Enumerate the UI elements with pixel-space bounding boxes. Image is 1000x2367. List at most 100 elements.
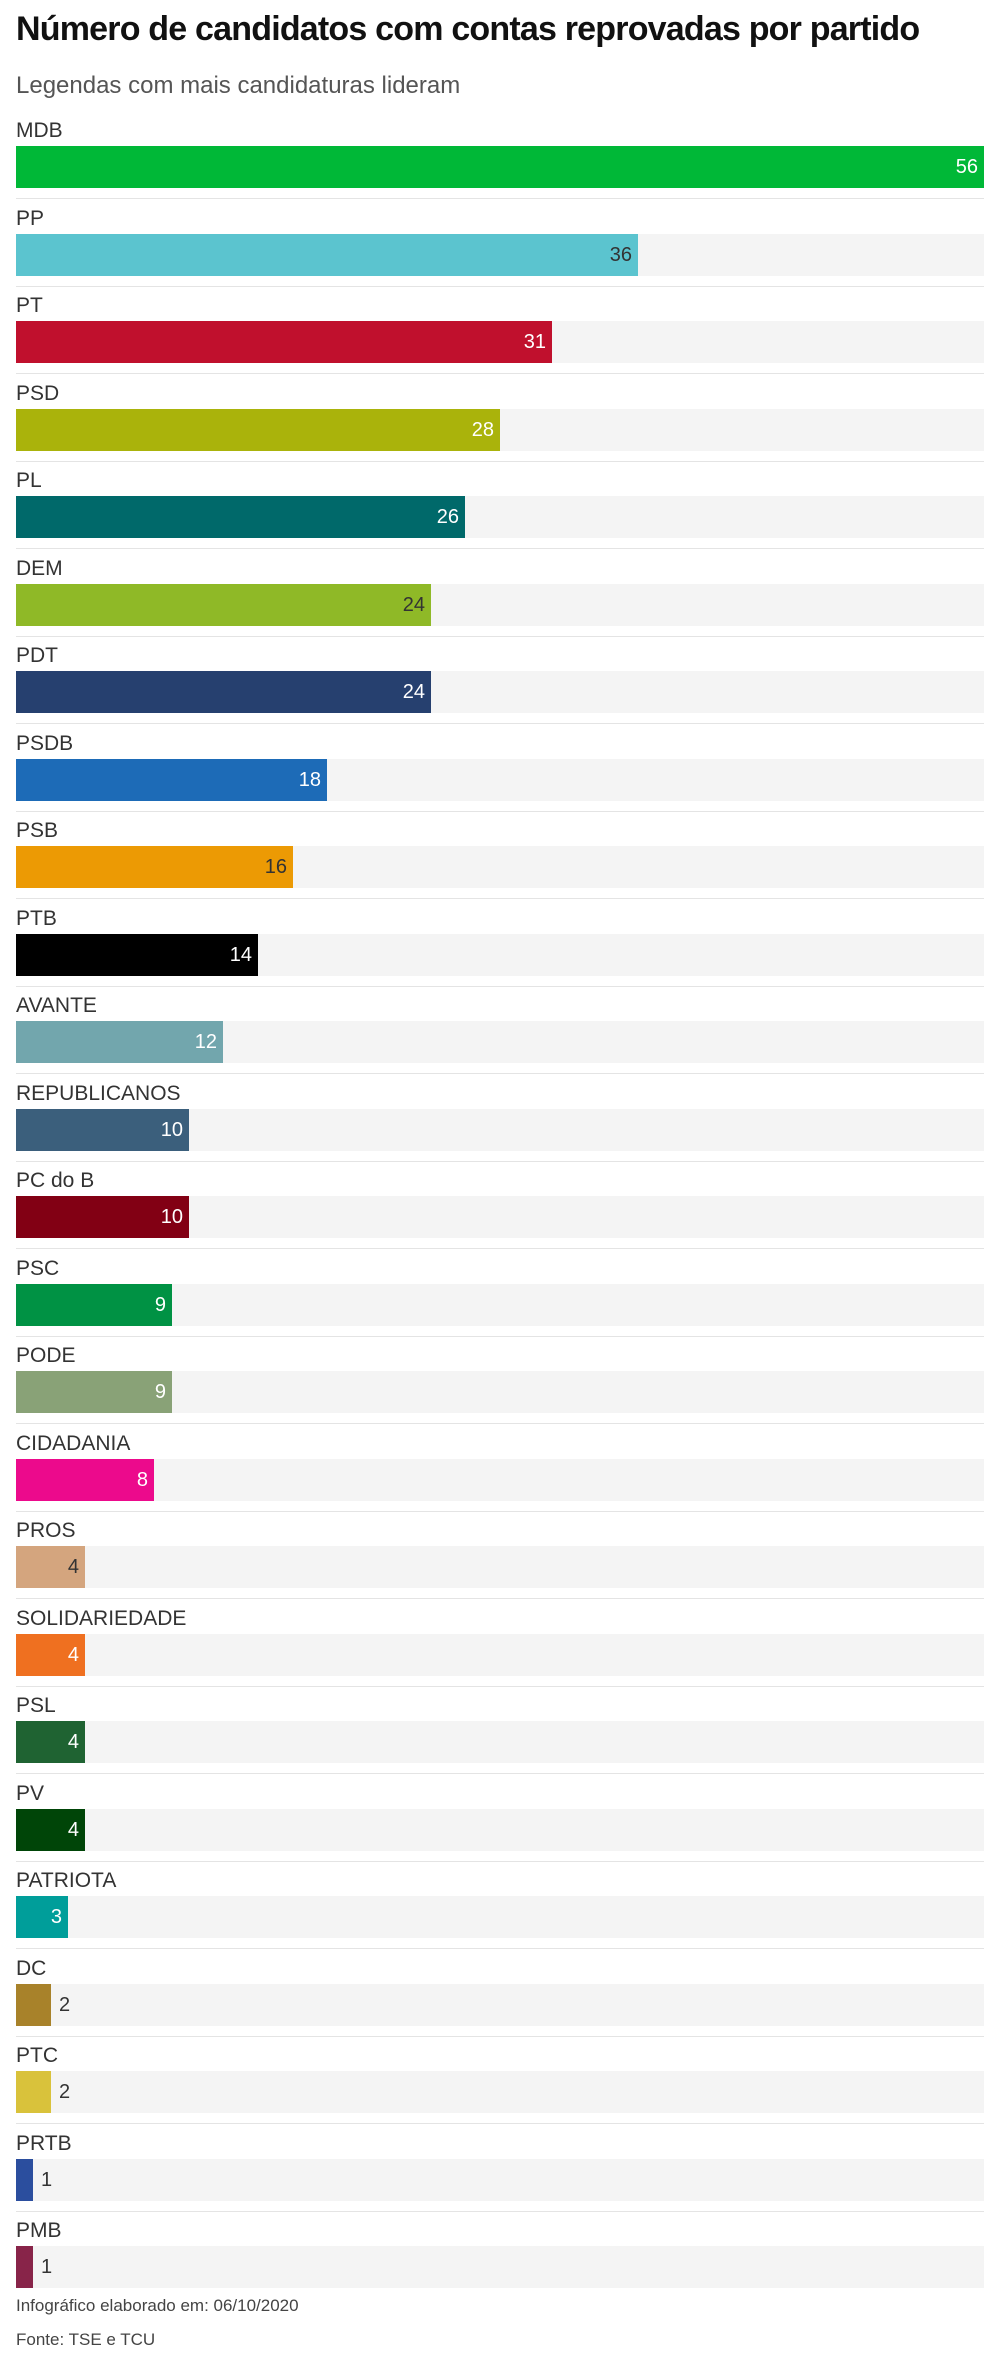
bar-row: PTB 14 bbox=[0, 904, 1000, 990]
row-divider bbox=[16, 1335, 984, 1337]
value-label: 31 bbox=[523, 331, 546, 353]
value-label: 4 bbox=[67, 1818, 79, 1841]
value-label: 4 bbox=[67, 1643, 79, 1666]
bar-row: PV 4 bbox=[0, 1779, 1000, 1865]
bar-track: 24 bbox=[16, 583, 984, 626]
bar-track: 3 bbox=[16, 1896, 984, 1938]
bar bbox=[16, 2158, 33, 2201]
row-divider bbox=[16, 898, 984, 899]
bar-chart: MDB 56 PP 36 PT 31 PSD 28 PL 26 DEM 24 PDT 24 PSDB 18 PS… bbox=[0, 119, 1000, 2288]
bar-row: DC 2 bbox=[0, 1954, 1000, 2040]
bar-row: PODE 9 bbox=[0, 1341, 1000, 1427]
bar-row: PT 31 bbox=[0, 291, 1000, 377]
bar-track: 4 bbox=[16, 1633, 984, 1676]
row-divider bbox=[16, 1685, 984, 1687]
bar bbox=[16, 2246, 33, 2288]
row-divider bbox=[16, 723, 984, 724]
bar-row: PTC 2 bbox=[0, 2041, 1000, 2127]
bar-row: AVANTE 12 bbox=[0, 991, 1000, 1077]
bar-row: PL 26 bbox=[0, 466, 1000, 552]
bar-row: PP 36 bbox=[0, 204, 1000, 290]
value-label: 24 bbox=[402, 681, 425, 703]
row-divider bbox=[16, 985, 984, 987]
category-label: SOLIDARIEDADE bbox=[16, 1606, 187, 1630]
row-divider bbox=[16, 1510, 984, 1512]
value-label: 9 bbox=[154, 1381, 166, 1403]
bar-track: 4 bbox=[16, 1808, 984, 1851]
value-label: 12 bbox=[194, 1031, 217, 1053]
chart-title: Número de candidatos com contas reprovad… bbox=[16, 10, 920, 48]
bar-track: 1 bbox=[16, 2246, 984, 2288]
category-label: PSC bbox=[16, 1256, 60, 1280]
value-label: 56 bbox=[955, 156, 978, 178]
bar-row: PDT 24 bbox=[0, 641, 1000, 727]
bar-row: PATRIOTA 3 bbox=[0, 1866, 1000, 1952]
value-label: 8 bbox=[136, 1468, 148, 1491]
value-label: 1 bbox=[41, 2256, 53, 2278]
value-label: 18 bbox=[298, 768, 321, 791]
row-divider bbox=[16, 1860, 984, 1862]
bar bbox=[16, 1371, 172, 1413]
bar bbox=[16, 233, 638, 276]
bar-track: 2 bbox=[16, 2071, 984, 2113]
row-divider bbox=[16, 2210, 984, 2212]
bar-track: 9 bbox=[16, 1371, 984, 1413]
bar-track: 36 bbox=[16, 233, 984, 276]
bar bbox=[16, 846, 293, 888]
category-label: PMB bbox=[16, 2219, 62, 2242]
category-label: PSD bbox=[16, 381, 60, 405]
bar-row: PSC 9 bbox=[0, 1254, 1000, 1340]
chart-subtitle: Legendas com mais candidaturas lideram bbox=[16, 72, 461, 99]
value-label: 28 bbox=[471, 418, 494, 441]
bar bbox=[16, 1896, 68, 1938]
bar-row: PSD 28 bbox=[0, 379, 1000, 465]
bar-row: PSL 4 bbox=[0, 1691, 1000, 1777]
bar bbox=[16, 1196, 189, 1238]
category-label: PV bbox=[16, 1781, 45, 1805]
bar bbox=[16, 496, 465, 538]
value-label: 10 bbox=[160, 1206, 183, 1228]
bar-row: CIDADANIA 8 bbox=[0, 1429, 1000, 1515]
value-label: 36 bbox=[609, 243, 632, 266]
value-label: 24 bbox=[402, 593, 425, 616]
bar-track: 4 bbox=[16, 1546, 984, 1588]
value-label: 2 bbox=[59, 1993, 71, 2016]
row-divider bbox=[16, 1160, 984, 1162]
category-label: PT bbox=[16, 294, 43, 317]
category-label: PSB bbox=[16, 819, 59, 842]
row-divider bbox=[16, 1423, 984, 1424]
bar-track: 2 bbox=[16, 1983, 984, 2026]
bar bbox=[16, 1633, 85, 1676]
category-label: REPUBLICANOS bbox=[16, 1081, 181, 1105]
category-label: CIDADANIA bbox=[16, 1431, 131, 1455]
bar-track: 4 bbox=[16, 1721, 984, 1763]
row-divider bbox=[16, 2123, 984, 2124]
category-label: MDB bbox=[16, 119, 63, 142]
value-label: 4 bbox=[67, 1731, 79, 1753]
value-label: 1 bbox=[41, 2168, 53, 2191]
bar bbox=[16, 321, 552, 363]
row-divider bbox=[16, 1598, 984, 1599]
category-label: DC bbox=[16, 1956, 47, 1980]
bar bbox=[16, 933, 258, 976]
bar-track: 24 bbox=[16, 671, 984, 713]
value-label: 16 bbox=[264, 856, 287, 878]
value-label: 9 bbox=[154, 1293, 166, 1316]
bar-track: 9 bbox=[16, 1283, 984, 1326]
category-label: PATRIOTA bbox=[16, 1869, 117, 1892]
category-label: PTC bbox=[16, 2044, 58, 2067]
row-divider bbox=[16, 1248, 984, 1249]
bar-row: PSB 16 bbox=[0, 816, 1000, 902]
row-divider bbox=[16, 1073, 984, 1074]
bar bbox=[16, 1546, 85, 1588]
bar-row: PRTB 1 bbox=[0, 2129, 1000, 2215]
value-label: 14 bbox=[229, 943, 252, 966]
value-label: 4 bbox=[67, 1556, 79, 1578]
bar bbox=[16, 1721, 85, 1763]
row-divider bbox=[16, 373, 984, 374]
value-label: 2 bbox=[59, 2081, 71, 2103]
bar bbox=[16, 671, 431, 713]
row-divider bbox=[16, 810, 984, 812]
category-label: PODE bbox=[16, 1344, 76, 1367]
bar-row: PROS 4 bbox=[0, 1516, 1000, 1602]
